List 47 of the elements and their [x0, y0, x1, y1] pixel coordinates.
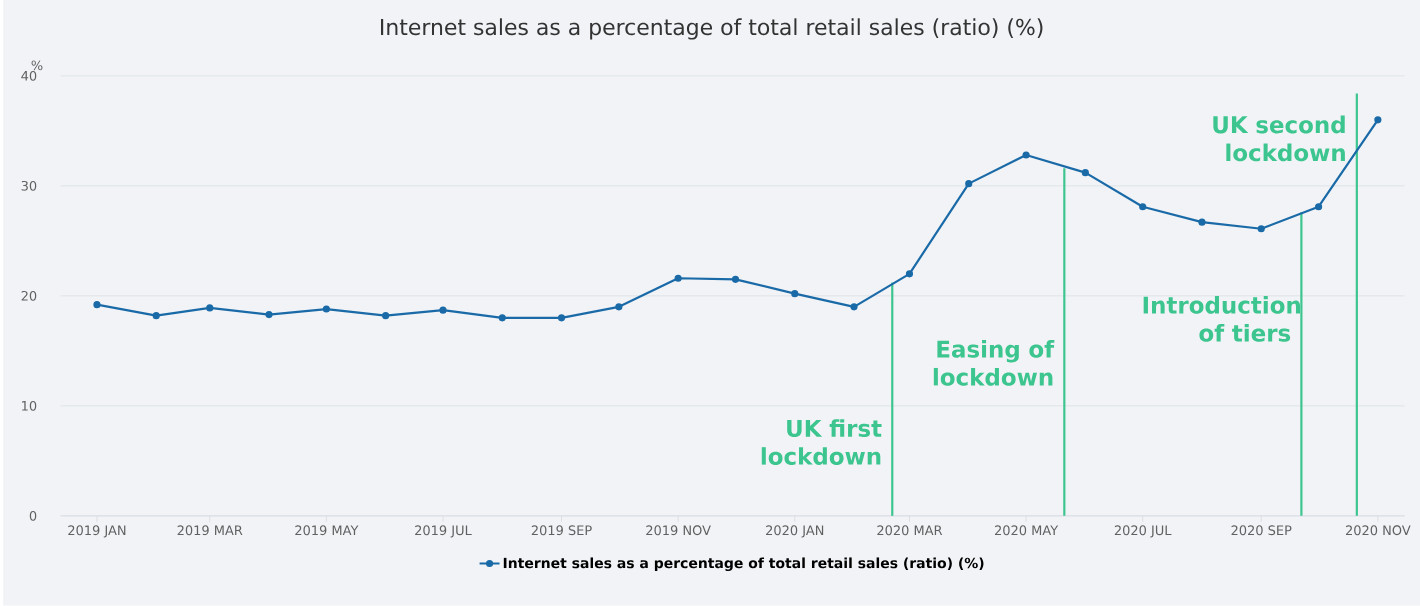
- x-tick-label: 2020 JAN: [766, 525, 824, 538]
- point: [322, 305, 330, 313]
- point: [1081, 169, 1089, 177]
- point: [965, 180, 973, 188]
- point: [93, 301, 101, 309]
- point: [152, 312, 160, 320]
- ref-line-label: UK second lockdown: [1213, 115, 1345, 162]
- point: [1315, 203, 1323, 211]
- x-tick-label: 2020 SEP: [1231, 525, 1292, 536]
- legend-label: Internet sales as a percentage of total retail sales (ratio) (%): [503, 557, 984, 572]
- x-tick-label: 2019 JAN: [68, 525, 126, 538]
- x-tick-label: 2019 MAR: [177, 525, 243, 536]
- point: [382, 312, 390, 320]
- point: [1022, 151, 1030, 159]
- x-tick-label: 2019 SEP: [531, 525, 592, 536]
- x-tick-label: 2020 MAY: [994, 525, 1059, 536]
- x-tick-label: 2019 NOV: [646, 525, 711, 536]
- ref-line-label: Easing of lockdown: [933, 340, 1055, 386]
- ref-line-label: Introduction of tiers: [1143, 296, 1301, 342]
- point: [791, 290, 799, 298]
- y-tick-label: 20: [21, 291, 37, 301]
- chart-title: Internet sales as a percentage of total retail sales (ratio) (%): [381, 18, 1043, 40]
- point: [557, 314, 566, 322]
- point: [439, 306, 447, 314]
- x-tick-label: 2020 NOV: [1345, 525, 1411, 536]
- point: [498, 314, 506, 322]
- y-tick-label: 10: [22, 401, 37, 411]
- point: [674, 274, 682, 282]
- point: [1374, 116, 1382, 124]
- x-tick-label: 2020 JUL: [1114, 525, 1172, 538]
- ref-line-label: UK first lockdown: [761, 419, 882, 466]
- x-tick-label: 2020 MAR: [877, 525, 943, 536]
- point: [1257, 225, 1265, 233]
- point: [1139, 203, 1147, 211]
- point: [850, 303, 858, 311]
- y-tick-label: 0: [29, 511, 37, 521]
- point: [905, 270, 914, 278]
- x-tick-label: 2019 JUL: [415, 525, 472, 538]
- x-tick-label: 2019 MAY: [295, 525, 359, 536]
- point: [731, 275, 740, 284]
- point: [615, 303, 623, 311]
- point: [206, 304, 214, 312]
- y-axis-title: %: [31, 60, 43, 71]
- y-tick-label: 30: [21, 181, 37, 191]
- point: [265, 311, 273, 319]
- y-tick-label: 40: [21, 71, 37, 81]
- point: [1198, 218, 1206, 226]
